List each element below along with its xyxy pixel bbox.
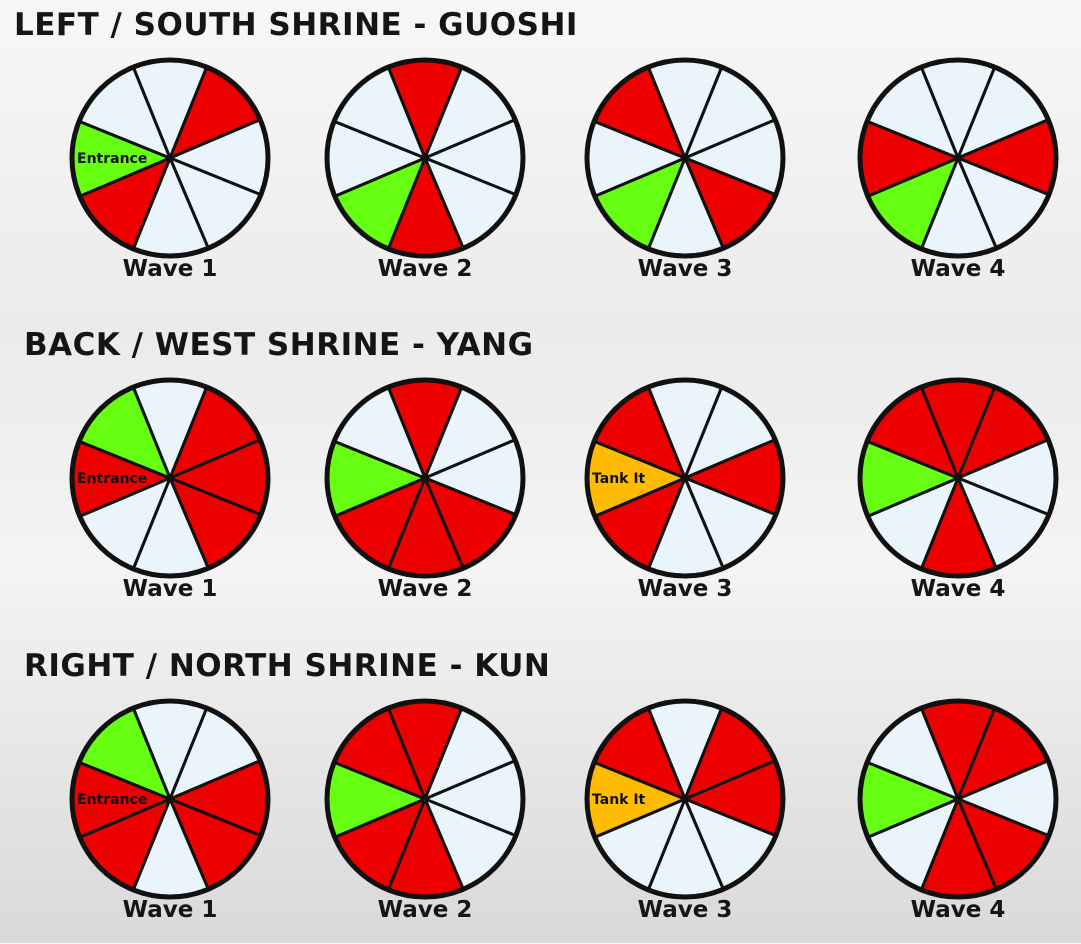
wheel-diagram — [857, 377, 1059, 579]
section-title-north-shrine: RIGHT / NORTH SHRINE - KUN — [24, 648, 551, 684]
segment-tag-label: Entrance — [77, 151, 147, 167]
wheel-1-2: Wave 2 — [320, 53, 530, 303]
wheel-2-3: Tank It Wave 3 — [580, 373, 790, 623]
wave-label: Wave 3 — [637, 897, 733, 923]
wheel-3-4: Wave 4 — [853, 694, 1063, 944]
wheel-outline — [324, 698, 526, 900]
segment-tag-label: Tank It — [592, 471, 646, 487]
wheel-diagram: Entrance — [69, 377, 271, 579]
wheel-diagram — [324, 698, 526, 900]
wheel-outline — [69, 377, 271, 579]
wave-label: Wave 3 — [637, 256, 733, 282]
wheel-2-1: Entrance Wave 1 — [65, 373, 275, 623]
segment-tag-label: Entrance — [77, 471, 147, 487]
wheel-outline — [324, 57, 526, 259]
section-title-west-shrine: BACK / WEST SHRINE - YANG — [24, 327, 534, 363]
wave-label: Wave 4 — [910, 897, 1006, 923]
wheel-3-1: Entrance Wave 1 — [65, 694, 275, 944]
wheel-1-3: Wave 3 — [580, 53, 790, 303]
wave-label: Wave 4 — [910, 576, 1006, 602]
wave-label: Wave 4 — [910, 256, 1006, 282]
wave-label: Wave 1 — [122, 576, 218, 602]
wheel-1-1: Entrance Wave 1 — [65, 53, 275, 303]
wheel-outline — [69, 57, 271, 259]
wheel-outline — [857, 698, 1059, 900]
wave-label: Wave 2 — [377, 897, 473, 923]
wave-label: Wave 2 — [377, 576, 473, 602]
wave-label: Wave 1 — [122, 256, 218, 282]
wheel-diagram — [584, 57, 786, 259]
section-title-south-shrine: LEFT / SOUTH SHRINE - GUOSHI — [14, 7, 578, 43]
wheel-diagram: Entrance — [69, 698, 271, 900]
wheel-outline — [584, 57, 786, 259]
wave-label: Wave 3 — [637, 576, 733, 602]
wheel-diagram — [324, 57, 526, 259]
wheel-diagram: Tank It — [584, 698, 786, 900]
wheel-2-2: Wave 2 — [320, 373, 530, 623]
wheel-diagram — [857, 57, 1059, 259]
segment-tag-label: Tank It — [592, 792, 646, 808]
wheel-outline — [324, 377, 526, 579]
wave-label: Wave 1 — [122, 897, 218, 923]
wheel-3-2: Wave 2 — [320, 694, 530, 944]
wheel-diagram: Tank It — [584, 377, 786, 579]
wheel-outline — [857, 57, 1059, 259]
wheel-3-3: Tank It Wave 3 — [580, 694, 790, 944]
wheel-1-4: Wave 4 — [853, 53, 1063, 303]
wheel-diagram — [857, 698, 1059, 900]
wheel-2-4: Wave 4 — [853, 373, 1063, 623]
segment-tag-label: Entrance — [77, 792, 147, 808]
wheel-diagram — [324, 377, 526, 579]
wave-label: Wave 2 — [377, 256, 473, 282]
wheel-outline — [584, 377, 786, 579]
wheel-outline — [584, 698, 786, 900]
wheel-outline — [69, 698, 271, 900]
wheel-diagram: Entrance — [69, 57, 271, 259]
wheel-outline — [857, 377, 1059, 579]
